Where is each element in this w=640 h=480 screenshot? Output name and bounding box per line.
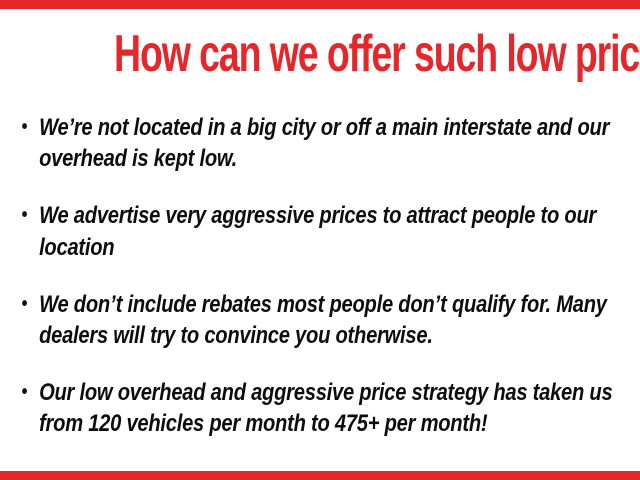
bottom-accent-bar <box>0 471 640 480</box>
list-item: • We’re not located in a big city or off… <box>20 112 640 174</box>
bullet-icon: • <box>21 204 28 227</box>
bullet-text: We don’t include rebates most people don… <box>39 290 607 349</box>
bullet-text: Our low overhead and aggressive price st… <box>39 379 613 438</box>
bullet-text: We advertise very aggressive prices to a… <box>39 202 597 261</box>
list-item: • We advertise very aggressive prices to… <box>20 200 640 262</box>
bullet-text: We’re not located in a big city or off a… <box>39 114 610 173</box>
list-item: • We don’t include rebates most people d… <box>20 289 640 351</box>
bullet-icon: • <box>21 381 28 404</box>
bullet-list: • We’re not located in a big city or off… <box>20 112 640 466</box>
top-accent-bar <box>0 0 640 9</box>
list-item: • Our low overhead and aggressive price … <box>20 377 640 439</box>
page-title-container: How can we offer such low prices? <box>0 27 640 82</box>
bullet-icon: • <box>21 116 28 138</box>
page-title: How can we offer such low prices? <box>114 25 640 83</box>
bullet-icon: • <box>21 292 28 315</box>
